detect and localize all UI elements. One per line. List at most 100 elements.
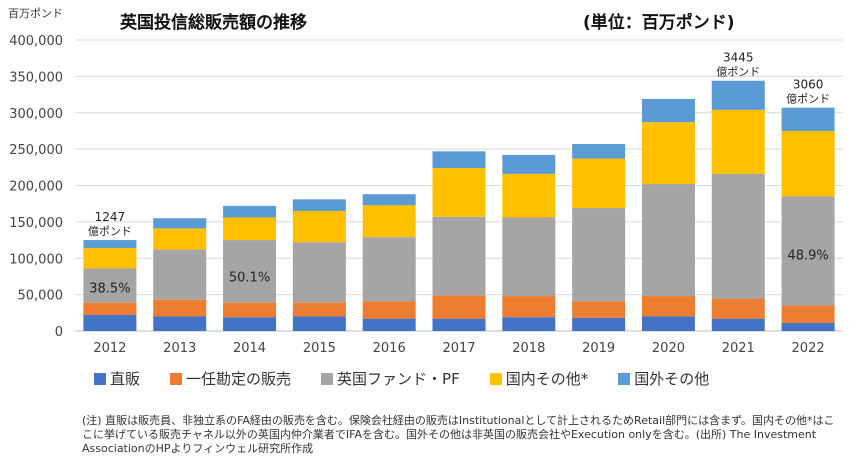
share-label: 50.1%	[229, 270, 270, 285]
bar-segment	[292, 199, 346, 211]
total-unit-label: 億ポンド	[716, 66, 760, 79]
y-tick-label: 350,000	[9, 70, 63, 85]
legend-item: 一任勘定の販売	[170, 368, 291, 389]
legend-item: 国外その他	[618, 368, 709, 389]
y-tick-label: 250,000	[9, 143, 63, 158]
bar-segment	[641, 98, 695, 123]
bar-segment	[711, 318, 765, 331]
bar-segment	[781, 305, 835, 323]
y-tick-label: 150,000	[9, 216, 63, 231]
y-tick-label: 0	[55, 325, 63, 340]
x-tick-label: 2012	[93, 341, 126, 356]
bar-segment	[83, 314, 137, 331]
legend-label: 国外その他	[634, 370, 710, 388]
bar-segment	[711, 173, 765, 299]
legend-item: 直販	[94, 368, 140, 389]
bar-segment	[83, 248, 137, 269]
legend-item: 英国ファンド・PF	[321, 368, 460, 389]
bar-segment	[83, 240, 137, 249]
bar-segment	[432, 168, 486, 217]
y-tick-label: 100,000	[9, 252, 63, 267]
x-tick-label: 2021	[722, 341, 755, 356]
x-tick-label: 2022	[792, 341, 825, 356]
bar-segment	[502, 217, 556, 297]
bar-segment	[711, 80, 765, 110]
bar-segment	[223, 205, 277, 218]
bar-segment	[502, 154, 556, 174]
footnote: (注) 直販は販売員、非独立系のFA経由の販売を含む。保険会社経由の販売はIns…	[82, 414, 835, 455]
axis-unit-label: 百万ポンド	[8, 7, 63, 20]
total-unit-label: 億ポンド	[786, 93, 830, 106]
legend-swatch	[94, 372, 106, 385]
chart-title: 英国投信総販売額の推移	[120, 13, 307, 33]
bar-segment	[711, 109, 765, 174]
bar-segment	[292, 302, 346, 317]
bar-segment	[572, 158, 626, 209]
bar-segment	[641, 296, 695, 317]
total-unit-label: 億ポンド	[88, 225, 132, 238]
bar-segment	[153, 316, 207, 331]
bar-segment	[153, 249, 207, 300]
bar-segment	[781, 196, 835, 306]
bar-segment	[153, 299, 207, 317]
x-tick-label: 2015	[303, 341, 336, 356]
bar-segment	[572, 208, 626, 302]
x-tick-label: 2013	[163, 341, 196, 356]
share-label: 48.9%	[787, 249, 828, 264]
bar-segment	[362, 318, 416, 331]
bar-segment	[153, 218, 207, 229]
bar-segment	[223, 302, 277, 318]
bar-segment	[223, 240, 277, 303]
legend: 直販 一任勘定の販売 英国ファンド・PF 国内その他* 国外その他	[94, 368, 709, 389]
bar-segment	[572, 301, 626, 318]
stacked-bar-chart: 0 50,000 100,000 150,000 200,000 250,000 300,0…	[9, 34, 843, 356]
bar-segment	[641, 122, 695, 185]
x-tick-label: 2014	[233, 341, 266, 356]
bar-segment	[292, 316, 346, 331]
bar-segment	[432, 151, 486, 169]
bar-segment	[572, 144, 626, 159]
legend-label: 一任勘定の販売	[186, 370, 292, 388]
legend-swatch	[321, 372, 334, 385]
total-value-label: 3445	[723, 51, 754, 65]
legend-label: 国内その他*	[505, 370, 589, 388]
y-tick-label: 50,000	[18, 289, 64, 304]
legend-label: 直販	[110, 370, 141, 388]
bar-segment	[502, 296, 556, 318]
x-tick-label: 2019	[582, 341, 615, 356]
x-tick-label: 2017	[442, 341, 475, 356]
bar-segment	[432, 295, 486, 319]
x-tick-label: 2016	[373, 341, 406, 356]
bar-segment	[153, 228, 207, 250]
bar-segment	[781, 130, 835, 197]
bar-segment	[83, 302, 137, 315]
legend-swatch	[170, 372, 183, 385]
bar-segment	[572, 317, 626, 331]
bar-segment	[502, 173, 556, 218]
y-tick-label: 200,000	[9, 180, 63, 195]
bar-segment	[83, 268, 137, 303]
bar-segment	[781, 322, 835, 331]
bar-segment	[223, 317, 277, 331]
legend-label: 英国ファンド・PF	[337, 370, 460, 388]
y-tick-label: 300,000	[9, 107, 63, 122]
x-tick-label: 2018	[512, 341, 545, 356]
bar-segment	[432, 318, 486, 331]
bar-segment	[362, 205, 416, 238]
legend-swatch	[618, 372, 631, 385]
x-tick-label: 2020	[652, 341, 685, 356]
bar-segment	[502, 317, 556, 331]
bar-segment	[641, 316, 695, 331]
total-value-label: 1247	[95, 210, 126, 224]
unit-title: (単位：百万ポンド)	[583, 13, 735, 33]
bar-segment	[362, 194, 416, 206]
bar-segment	[292, 242, 346, 303]
legend-swatch	[489, 372, 502, 385]
bar-segment	[781, 107, 835, 131]
bar-segment	[432, 216, 486, 296]
legend-item: 国内その他*	[489, 368, 589, 389]
bar-segment	[641, 184, 695, 297]
total-value-label: 3060	[793, 78, 824, 92]
bar-segment	[711, 298, 765, 319]
